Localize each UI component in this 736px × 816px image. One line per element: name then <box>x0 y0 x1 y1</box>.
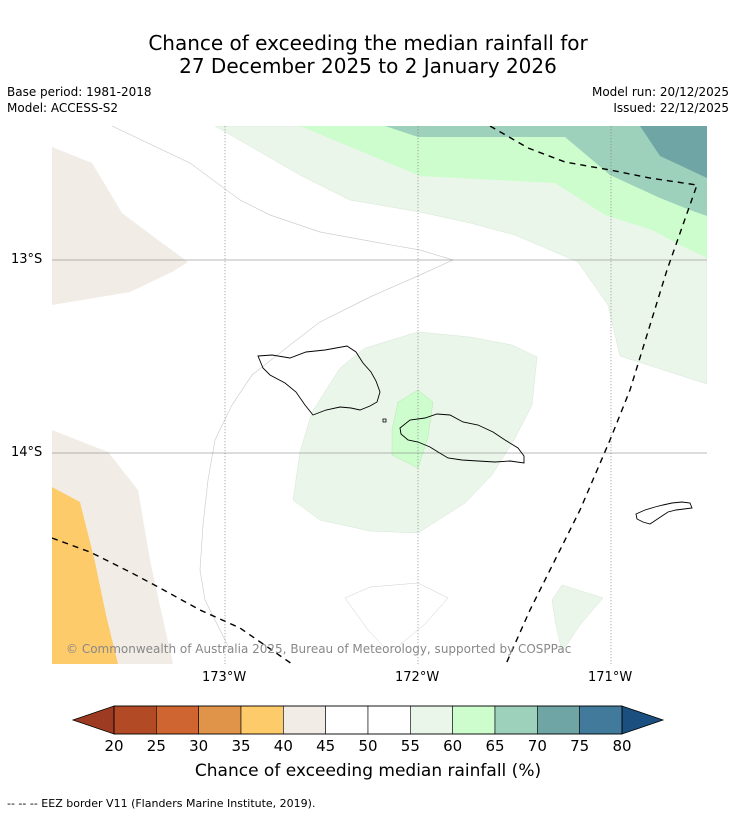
region-35-40-west <box>52 487 118 664</box>
lon-label-171w: 171°W <box>588 670 633 685</box>
colorbar-tick-50: 50 <box>358 737 378 755</box>
colorbar-cell-40-45 <box>283 705 326 735</box>
colorbar-cell-75-80 <box>579 705 623 735</box>
region-40-45-west-upper <box>52 147 188 305</box>
colorbar-tick-75: 75 <box>570 737 590 755</box>
colorbar-cell-45-50 <box>325 705 369 735</box>
colorbar-extend-low <box>71 705 115 735</box>
region-60-65-samoa <box>391 389 434 469</box>
lat-label-14s: 14°S <box>11 445 43 460</box>
colorbar-title: Chance of exceeding median rainfall (%) <box>194 761 542 781</box>
colorbar-cell-20-25 <box>113 705 157 735</box>
region-70-75-north <box>640 126 707 178</box>
colorbar-cell-50-55 <box>367 705 411 735</box>
eez-legend: -- -- -- EEZ border V11 (Flanders Marine… <box>7 797 316 810</box>
colorbar <box>71 705 665 735</box>
model-run: Model run: 20/12/2025 <box>591 85 729 99</box>
colorbar-cell-70-75 <box>537 705 580 735</box>
region-65-70-north <box>385 126 707 216</box>
map-area: © Commonwealth of Australia 2025, Bureau… <box>52 126 707 664</box>
colorbar-tick-60: 60 <box>443 737 463 755</box>
colorbar-cell-30-35 <box>198 705 242 735</box>
colorbar-cell-55-60 <box>410 705 453 735</box>
colorbar-tick-40: 40 <box>273 737 293 755</box>
colorbar-tick-35: 35 <box>231 737 251 755</box>
graticule <box>52 126 707 664</box>
colorbar-tick-25: 25 <box>146 737 166 755</box>
region-45-50-south <box>344 582 449 654</box>
upolu-island <box>399 413 525 464</box>
manono-islet <box>382 418 387 423</box>
colorbar-tick-20: 20 <box>104 737 124 755</box>
colorbar-tick-45: 45 <box>316 737 336 755</box>
colorbar-tick-30: 30 <box>189 737 209 755</box>
lat-label-13s: 13°S <box>11 252 43 267</box>
issued-date: Issued: 22/12/2025 <box>613 101 729 115</box>
copyright-text: © Commonwealth of Australia 2025, Bureau… <box>66 642 571 656</box>
colorbar-extend-high <box>621 705 665 735</box>
model-name: Model: ACCESS-S2 <box>7 101 119 115</box>
colorbar-tick-80: 80 <box>612 737 632 755</box>
eez-border-east <box>489 126 698 664</box>
tutuila-island <box>635 501 693 525</box>
colorbar-cell-25-30 <box>156 705 199 735</box>
chart-title-line1: Chance of exceeding the median rainfall … <box>148 31 588 55</box>
lon-label-173w: 173°W <box>202 670 247 685</box>
colorbar-cell-35-40 <box>240 705 284 735</box>
region-55-60-southeast <box>551 584 604 653</box>
colorbar-cell-60-65 <box>452 705 496 735</box>
savaii-island <box>257 345 381 416</box>
lon-label-172w: 172°W <box>395 670 440 685</box>
colorbar-tick-55: 55 <box>400 737 420 755</box>
colorbar-tick-65: 65 <box>485 737 505 755</box>
colorbar-tick-70: 70 <box>527 737 547 755</box>
chart-title-line2: 27 December 2025 to 2 January 2026 <box>179 54 557 78</box>
contour-line-north <box>111 126 454 651</box>
colorbar-cell-65-70 <box>494 705 538 735</box>
base-period: Base period: 1981-2018 <box>7 85 152 99</box>
